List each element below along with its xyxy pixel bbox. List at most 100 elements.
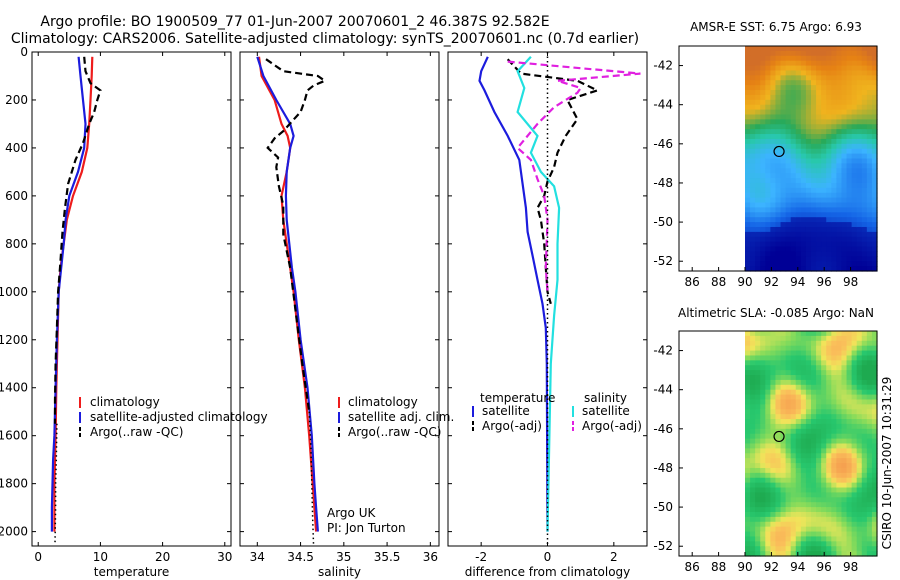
map-cell [770,80,777,86]
map-cell [811,419,817,425]
map-cell [765,370,771,376]
map-cell [856,119,863,125]
map-cell [866,94,873,101]
map-cell [745,55,751,62]
map-cell [800,531,807,538]
map-cell [826,551,832,557]
map-cell [805,85,812,91]
map-cell [841,472,848,479]
map-cell [851,119,858,125]
map-cell [841,50,848,57]
map-cell [745,526,751,533]
map-cell [745,340,751,347]
map-cell [816,497,822,503]
map-cell [856,129,863,135]
map-cell [841,453,848,459]
map-cell [780,163,787,169]
map-cell [770,389,777,396]
map-cell [811,99,817,106]
map-cell [755,251,761,257]
map-cell [795,163,802,169]
map-cell [821,129,827,135]
map-cell [755,443,761,449]
map-cell [841,182,848,189]
map-cell [800,448,807,454]
map-cell [760,251,766,257]
map-cell [871,129,878,135]
map-cell [800,266,807,272]
map-cell [760,419,766,425]
map-cell [770,331,777,337]
map-cell [750,365,756,371]
map-cell [780,404,787,410]
map-cell [760,241,766,248]
map-cell [770,433,777,440]
map-cell [856,423,863,430]
map-cell [836,75,843,81]
map-cell [760,143,766,150]
map-cell [856,370,863,376]
map-cell [811,404,817,410]
map-cell [750,70,756,76]
map-cell [846,551,853,557]
map-cell [856,389,863,396]
map-cell [760,365,766,371]
map-cell [795,428,802,435]
map-cell [866,477,873,484]
map-cell [755,428,761,435]
map-cell [831,143,837,150]
map-cell [871,173,878,179]
map-cell [805,453,812,459]
map-cell [846,236,853,243]
map-cell [856,226,863,233]
map-cell [846,389,853,396]
map-cell [750,158,756,164]
map-cell [765,531,771,538]
map-cell [790,541,797,547]
map-cell [800,404,807,410]
map-cell [780,409,787,415]
map-cell [831,168,837,174]
map-cell [795,182,802,189]
map-cell [795,80,802,86]
map-cell [775,266,782,272]
map-cell [861,173,868,179]
map-cell [851,261,858,267]
map-cell [770,370,777,376]
map-cell [871,236,878,243]
map-cell [805,119,812,125]
map-cell [861,65,868,72]
map-cell [871,443,878,449]
map-cell [790,75,797,81]
map-cell [805,60,812,67]
map-cell [871,458,878,464]
map-cell [841,414,848,420]
map-cell [755,458,761,464]
map-cell [770,75,777,81]
map-cell [785,129,792,135]
map-cell [780,119,787,125]
map-cell [871,109,878,116]
map-cell [755,335,761,342]
map-cell [826,226,832,233]
map-cell [780,241,787,248]
map-cell [765,182,771,189]
map-cell [800,168,807,174]
map-cell [785,419,792,425]
map-cell [871,350,878,357]
map-cell [795,419,802,425]
map-cell [856,345,863,352]
map-cell [846,109,853,116]
map-cell [805,46,812,52]
map-cell [745,516,751,523]
map-cell [750,202,756,209]
map-cell [800,80,807,86]
map-cell [795,114,802,120]
map-cell [811,119,817,125]
map-cell [841,173,848,179]
map-cell [770,60,777,67]
map-cell [866,453,873,459]
map-cell [826,129,832,135]
map-cell [836,55,843,62]
map-cell [750,419,756,425]
